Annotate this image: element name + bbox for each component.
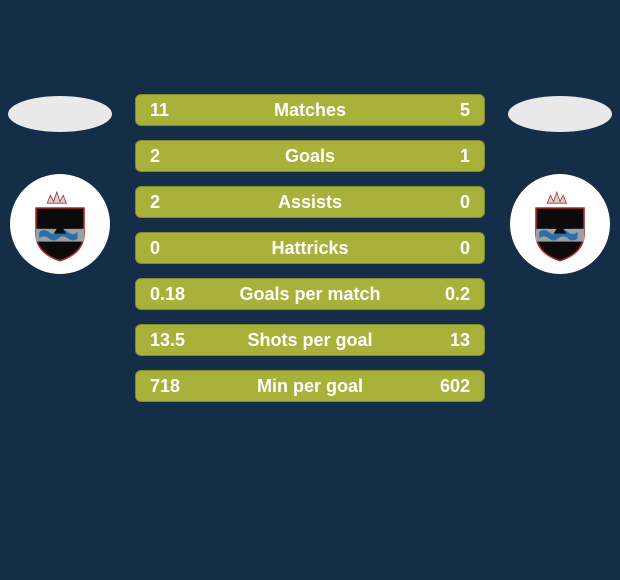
right-player-column — [500, 94, 620, 274]
stat-label: Matches — [136, 100, 484, 121]
stat-right-value: 1 — [460, 146, 470, 167]
stat-left-value: 0.18 — [150, 284, 185, 305]
stat-right-value: 5 — [460, 100, 470, 121]
stat-label: Goals — [136, 146, 484, 167]
stat-row: 718Min per goal602 — [135, 370, 485, 402]
stat-rows: 11Matches52Goals12Assists00Hattricks00.1… — [135, 94, 485, 402]
player-silhouette-left — [8, 96, 112, 132]
stat-right-value: 0 — [460, 192, 470, 213]
left-player-column — [0, 94, 120, 274]
stat-label: Hattricks — [136, 238, 484, 259]
stat-label: Shots per goal — [136, 330, 484, 351]
stat-right-value: 0.2 — [445, 284, 470, 305]
stat-left-value: 13.5 — [150, 330, 185, 351]
club-crest-left — [10, 174, 110, 274]
stat-row: 11Matches5 — [135, 94, 485, 126]
stat-label: Goals per match — [136, 284, 484, 305]
crest-svg-right — [520, 184, 600, 264]
stat-row: 0.18Goals per match0.2 — [135, 278, 485, 310]
stat-row: 2Goals1 — [135, 140, 485, 172]
stat-left-value: 2 — [150, 146, 160, 167]
stat-row: 0Hattricks0 — [135, 232, 485, 264]
stat-left-value: 0 — [150, 238, 160, 259]
player-silhouette-right — [508, 96, 612, 132]
stat-right-value: 0 — [460, 238, 470, 259]
stat-left-value: 718 — [150, 376, 180, 397]
stat-left-value: 11 — [150, 100, 169, 121]
crest-svg-left — [20, 184, 100, 264]
stat-row: 2Assists0 — [135, 186, 485, 218]
club-crest-right — [510, 174, 610, 274]
stat-label: Min per goal — [136, 376, 484, 397]
stat-right-value: 13 — [450, 330, 470, 351]
stat-left-value: 2 — [150, 192, 160, 213]
stat-label: Assists — [136, 192, 484, 213]
stat-row: 13.5Shots per goal13 — [135, 324, 485, 356]
stat-right-value: 602 — [440, 376, 470, 397]
comparison-panel: 11Matches52Goals12Assists00Hattricks00.1… — [0, 94, 620, 402]
